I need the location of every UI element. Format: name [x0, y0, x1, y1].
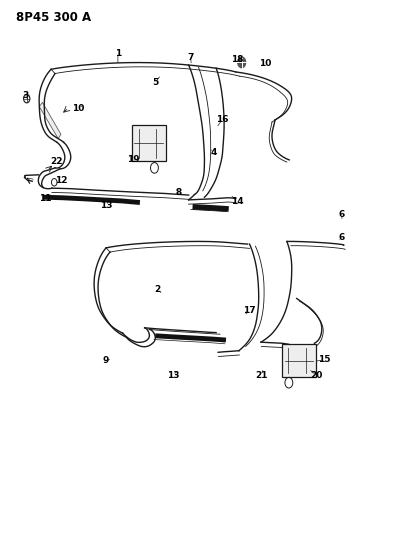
Text: 6: 6 [339, 210, 345, 219]
FancyBboxPatch shape [282, 344, 316, 377]
Text: 14: 14 [231, 197, 244, 206]
Polygon shape [39, 102, 61, 139]
Text: 21: 21 [255, 371, 268, 379]
Text: 8: 8 [176, 189, 182, 197]
Text: 16: 16 [216, 116, 228, 124]
Text: 12: 12 [55, 176, 67, 184]
Text: 6: 6 [339, 233, 345, 241]
Text: 8P45 300 A: 8P45 300 A [16, 11, 91, 23]
Text: 3: 3 [22, 92, 29, 100]
Text: 15: 15 [318, 356, 331, 364]
Text: 4: 4 [211, 148, 217, 157]
Text: 10: 10 [72, 104, 85, 112]
Text: 13: 13 [100, 201, 112, 210]
Text: 1: 1 [115, 49, 121, 58]
FancyBboxPatch shape [132, 125, 166, 161]
Text: 20: 20 [310, 371, 323, 379]
Text: 10: 10 [259, 60, 272, 68]
Text: 22: 22 [51, 157, 63, 166]
Text: 19: 19 [127, 156, 140, 164]
Text: 13: 13 [167, 371, 179, 379]
Text: 17: 17 [243, 306, 256, 315]
Text: 18: 18 [231, 55, 244, 64]
Text: 9: 9 [103, 357, 109, 365]
Text: 5: 5 [152, 78, 158, 87]
Text: 2: 2 [154, 285, 160, 294]
Text: 7: 7 [187, 53, 194, 61]
Text: 11: 11 [39, 194, 51, 203]
Circle shape [238, 57, 246, 68]
